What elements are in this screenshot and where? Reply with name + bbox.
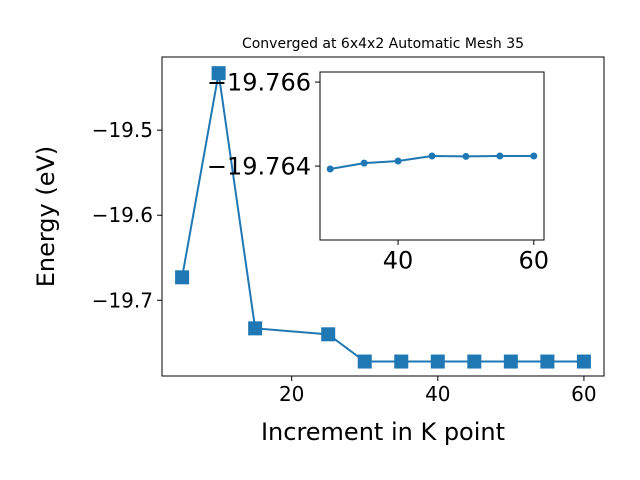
chart-title: Converged at 6x4x2 Automatic Mesh 35 <box>242 36 524 52</box>
marker <box>360 159 368 167</box>
marker <box>503 354 518 369</box>
y-tick-label: −19.764 <box>207 152 311 180</box>
x-tick-label: 40 <box>383 246 414 274</box>
marker <box>576 354 591 369</box>
x-tick-label: 60 <box>571 382 596 406</box>
marker <box>175 270 190 285</box>
marker <box>462 152 470 160</box>
marker <box>326 165 334 173</box>
y-tick-label: −19.7 <box>92 288 153 312</box>
marker <box>357 354 372 369</box>
marker <box>496 152 504 160</box>
marker <box>394 354 409 369</box>
marker <box>467 354 482 369</box>
marker <box>321 327 336 342</box>
y-tick-label: −19.6 <box>92 203 153 227</box>
y-axis-label: Energy (eV) <box>32 146 60 288</box>
marker <box>211 66 226 81</box>
marker <box>394 157 402 165</box>
marker <box>430 354 445 369</box>
x-tick-label: 20 <box>279 382 304 406</box>
y-tick-label: −19.5 <box>92 118 153 142</box>
x-tick-label: 40 <box>425 382 450 406</box>
marker <box>530 152 538 160</box>
x-axis-label: Increment in K point <box>261 418 505 446</box>
x-tick-label: 60 <box>519 246 550 274</box>
y-tick-label: −19.766 <box>207 68 311 96</box>
marker <box>248 321 263 336</box>
marker <box>428 152 436 160</box>
marker <box>540 354 555 369</box>
